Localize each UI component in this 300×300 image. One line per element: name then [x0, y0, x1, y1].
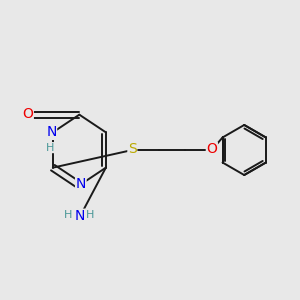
- Text: S: S: [128, 142, 137, 156]
- Text: H: H: [46, 142, 55, 153]
- Text: O: O: [206, 142, 217, 156]
- Text: O: O: [22, 107, 33, 121]
- Text: N: N: [75, 209, 85, 223]
- Text: H: H: [64, 210, 72, 220]
- Text: H: H: [86, 210, 95, 220]
- Text: N: N: [46, 125, 56, 139]
- Text: N: N: [76, 177, 86, 191]
